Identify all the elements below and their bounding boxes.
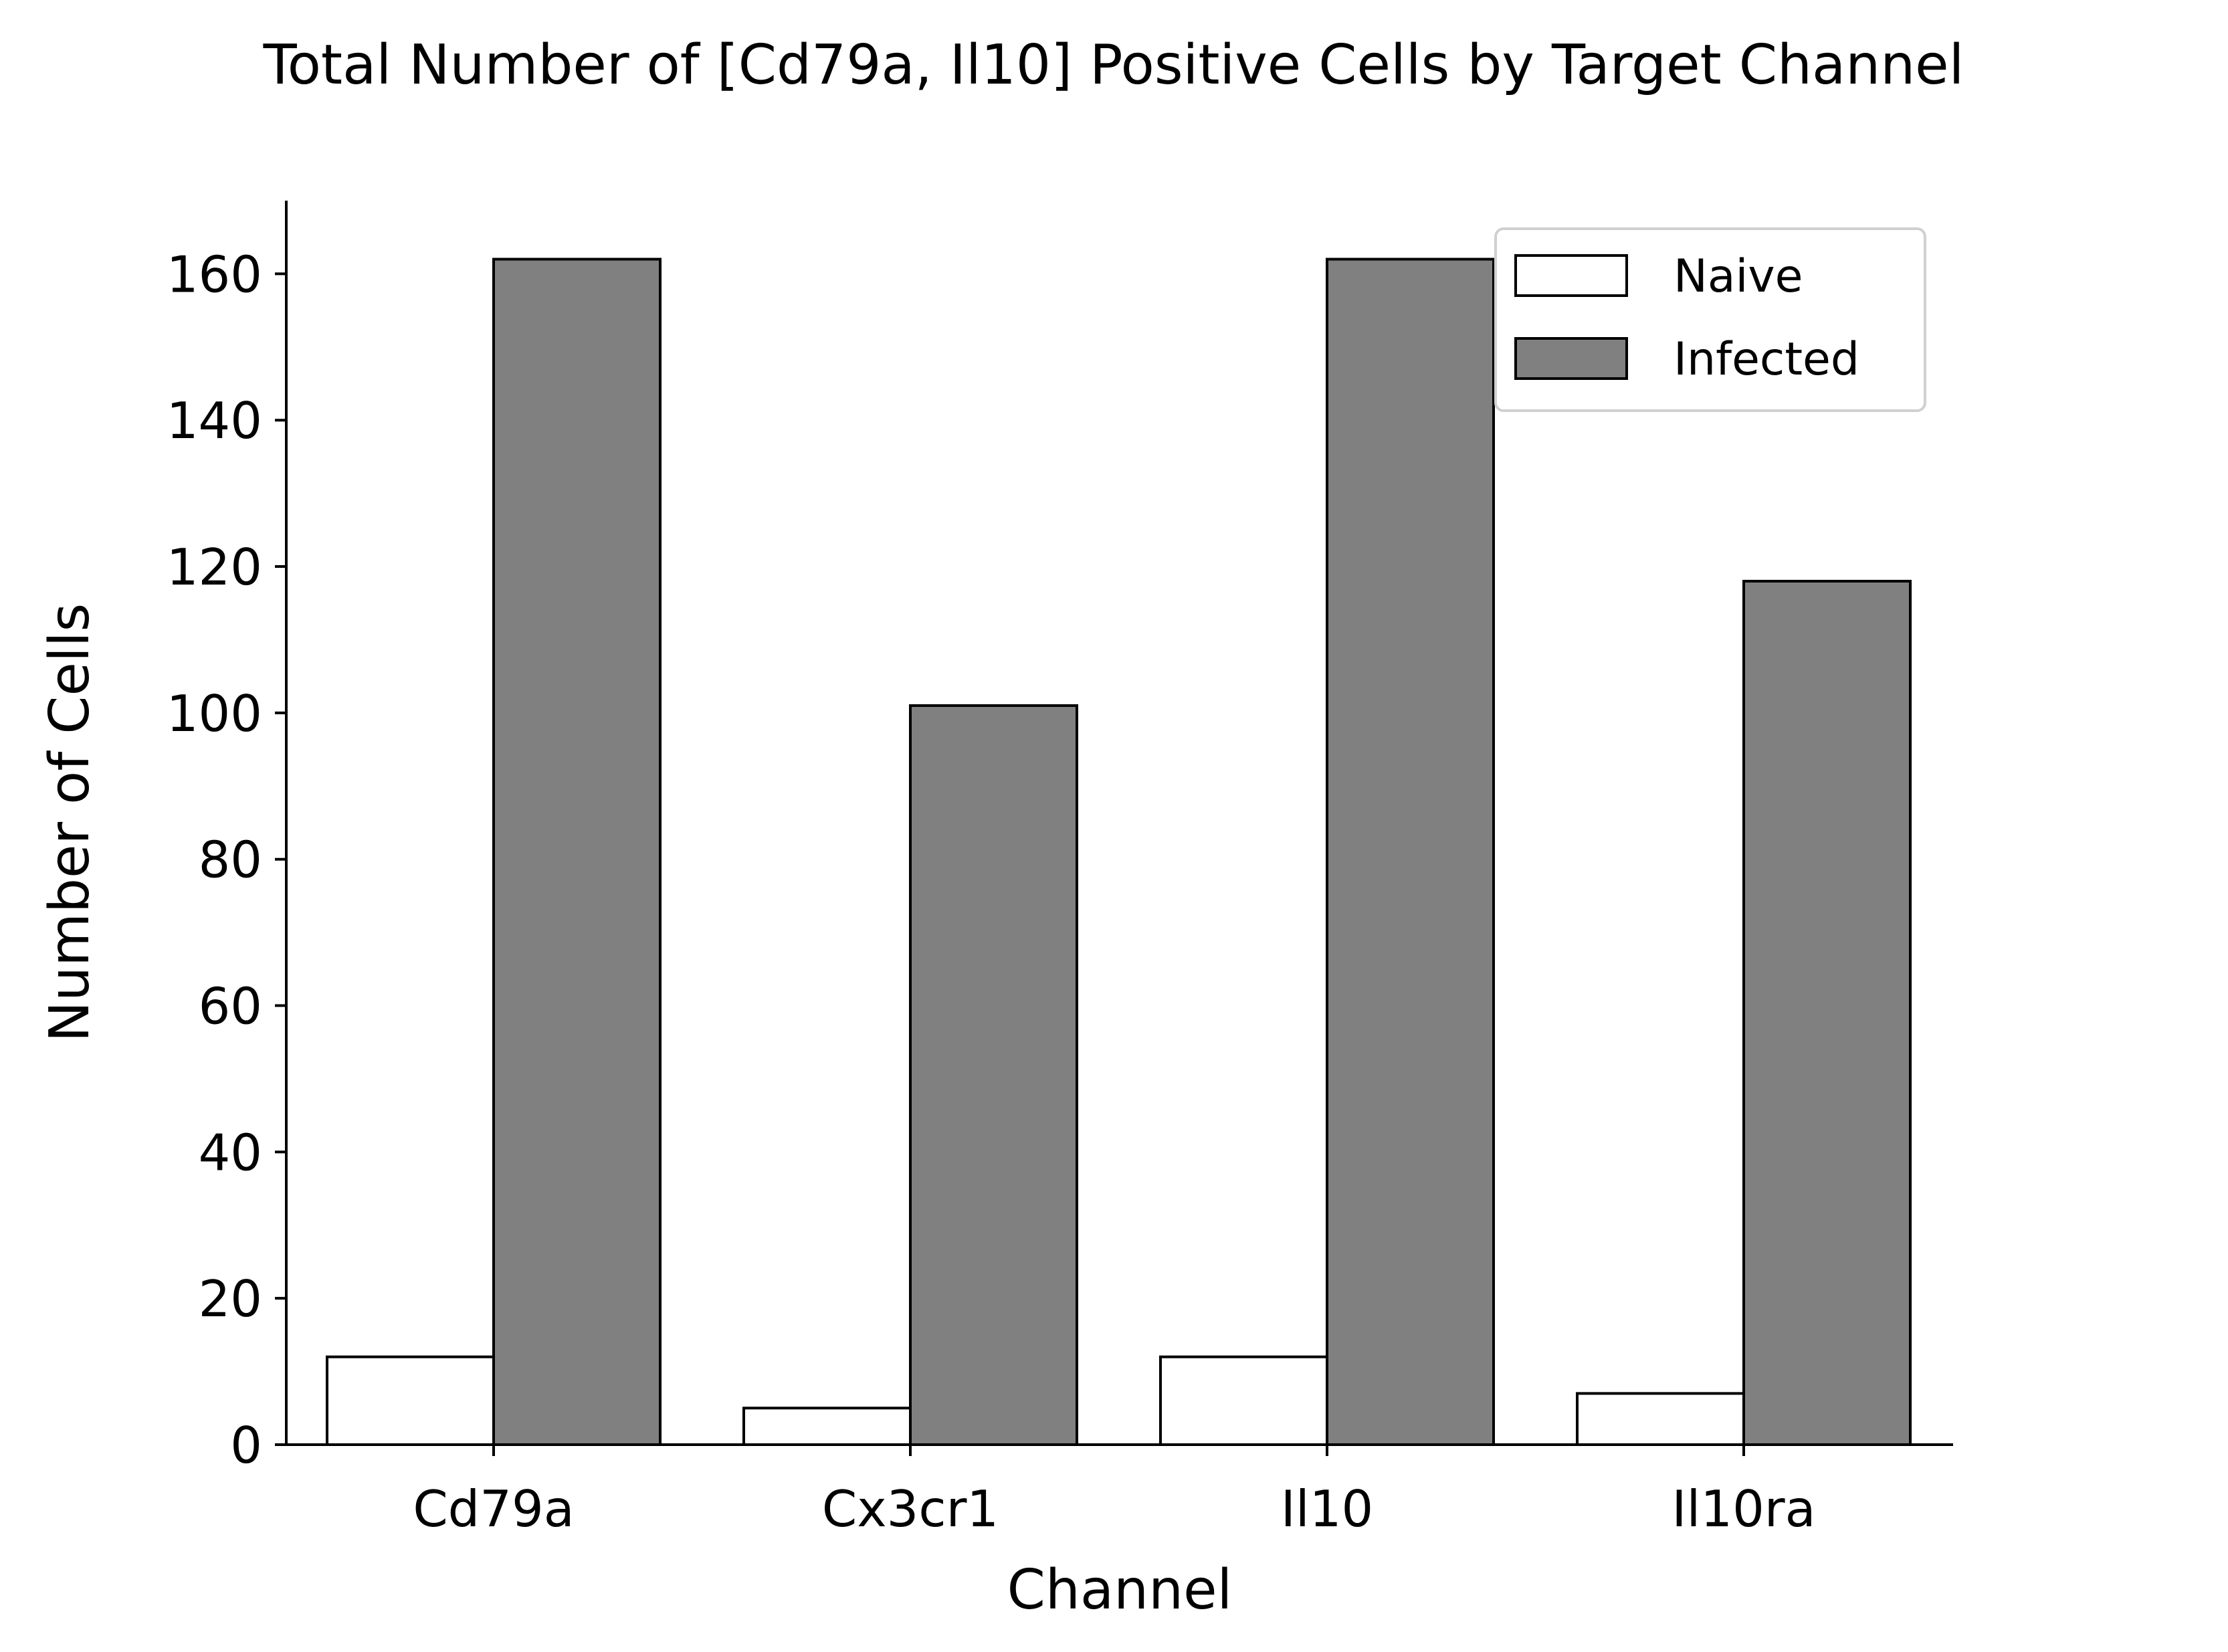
y-tick-label: 160 (167, 245, 262, 304)
bar-infected-cd79a (492, 257, 662, 1446)
y-axis-label: Number of Cells (38, 603, 102, 1043)
x-ticks-group: Cd79a Cx3cr1 Il10 Il10ra (413, 1445, 1816, 1538)
x-tick-label: Il10ra (1672, 1479, 1815, 1538)
bar-infected-cx3cr1 (909, 704, 1078, 1446)
y-tick-label: 120 (167, 538, 262, 597)
x-tick-label: Cx3cr1 (822, 1479, 999, 1538)
bars-group (326, 257, 1912, 1447)
x-tick-label: Il10 (1281, 1479, 1373, 1538)
bar-naive-cx3cr1 (742, 1407, 912, 1447)
y-tick-label: 0 (230, 1416, 262, 1475)
bar-naive-cd79a (326, 1355, 495, 1447)
y-tick-label: 20 (199, 1269, 262, 1328)
legend-swatch-infected (1514, 337, 1628, 380)
y-tick-label: 80 (199, 831, 262, 890)
x-axis-label: Channel (1007, 1558, 1233, 1622)
bar-infected-il10 (1326, 257, 1495, 1446)
bar-naive-il10ra (1576, 1392, 1745, 1447)
legend-label-naive: Naive (1674, 250, 1803, 303)
bar-infected-il10ra (1742, 579, 1912, 1446)
y-ticks-group: 0 20 40 60 80 100 120 140 160 (167, 245, 286, 1475)
y-tick-label: 140 (167, 391, 262, 450)
legend-label-infected: Infected (1674, 333, 1859, 386)
y-tick-label: 60 (199, 977, 262, 1036)
y-tick-label: 100 (167, 684, 262, 743)
legend-swatch-naive (1514, 254, 1628, 297)
legend: Naive Infected (1494, 227, 1926, 412)
y-tick-label: 40 (199, 1123, 262, 1182)
bar-naive-il10 (1159, 1355, 1328, 1447)
x-tick-label: Cd79a (413, 1479, 574, 1538)
chart-title: Total Number of [Cd79a, Il10] Positive C… (263, 33, 1964, 97)
